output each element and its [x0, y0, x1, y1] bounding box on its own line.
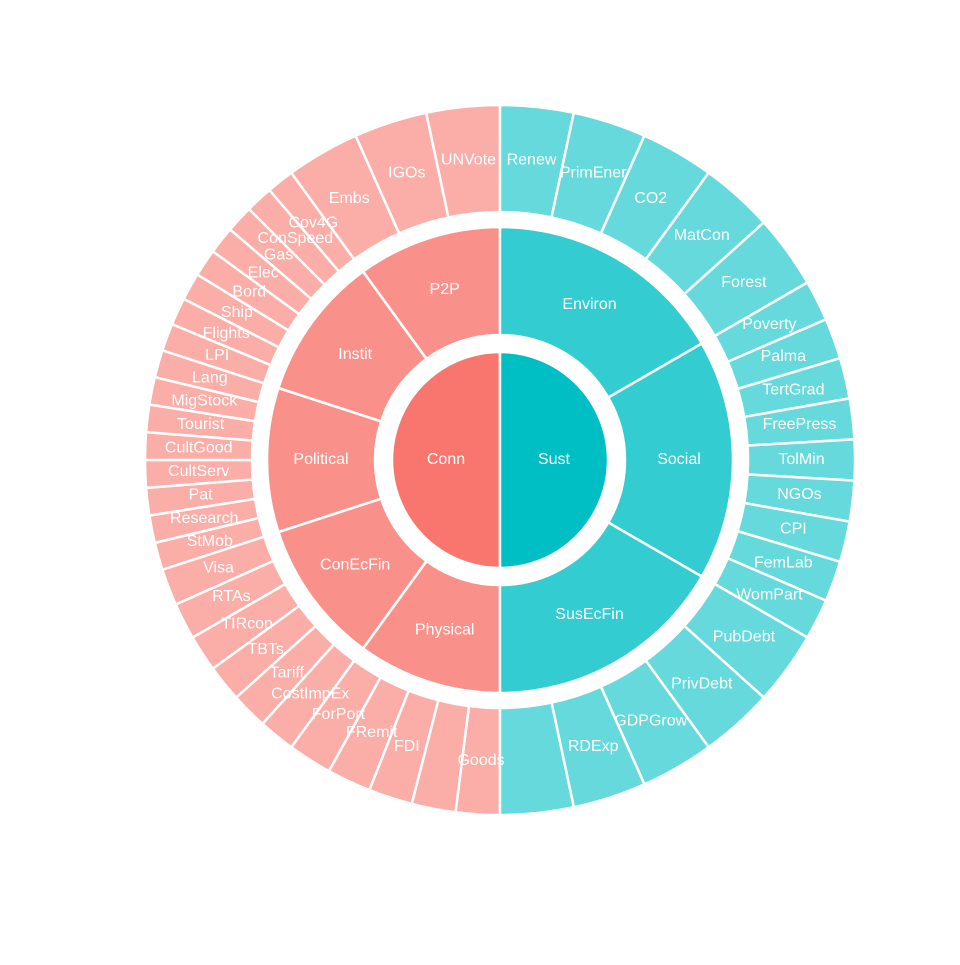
leaf-label: MigStock [171, 392, 238, 409]
leaf-label: ConSpeed [258, 230, 334, 247]
leaf-label: Visa [203, 559, 234, 576]
group-segment [606, 341, 735, 579]
leaf-segment [498, 701, 576, 817]
leaf-label: TIRcon [221, 615, 273, 632]
leaf-label: Pat [189, 487, 214, 504]
leaf-label: TolMin [778, 451, 824, 468]
group-label: SusEcFin [555, 606, 623, 623]
group-segment [498, 520, 704, 695]
group-label: ConEcFin [320, 556, 390, 573]
group-label: P2P [430, 281, 460, 298]
leaf-label: Elec [248, 265, 279, 282]
segments [143, 103, 857, 817]
leaf-label: FreePress [763, 416, 837, 433]
leaf-label: StMob [187, 533, 233, 550]
group-segment [498, 225, 704, 400]
leaf-label: Cov4G [288, 214, 338, 231]
leaf-label: Lang [192, 369, 228, 386]
leaf-label: Research [170, 510, 238, 527]
leaf-label: CostImpEx [271, 686, 349, 703]
root-segment [498, 350, 610, 570]
leaf-label: WomPart [736, 587, 803, 604]
root-label: Conn [427, 451, 465, 468]
group-label: Environ [562, 296, 616, 313]
leaf-label: UNVote [441, 151, 496, 168]
leaf-label: Ship [221, 304, 253, 321]
leaf-label: Bord [232, 284, 266, 301]
leaf-label: RTAs [212, 588, 251, 605]
root-label: Sust [538, 451, 571, 468]
leaf-label: Tariff [270, 664, 305, 681]
leaf-label: FRemit [346, 724, 398, 741]
leaf-label: Renew [507, 151, 557, 168]
leaf-label: Palma [761, 348, 806, 365]
leaf-label: CultGood [165, 439, 233, 456]
leaf-label: Tourist [177, 416, 225, 433]
leaf-label: Goods [457, 752, 504, 769]
leaf-label: Embs [329, 190, 370, 207]
leaf-label: IGOs [388, 164, 425, 181]
leaf-label: TBTs [247, 641, 283, 658]
group-label: Political [293, 451, 348, 468]
leaf-label: NGOs [777, 486, 821, 503]
leaf-label: FemLab [754, 554, 813, 571]
leaf-label: CO2 [634, 190, 667, 207]
leaf-label: GDPGrow [614, 712, 687, 729]
root-segment [390, 350, 502, 570]
leaf-label: CultServ [168, 463, 229, 480]
leaf-label: TertGrad [762, 382, 824, 399]
leaf-label: LPI [205, 347, 229, 364]
leaf-label: ForPort [312, 706, 366, 723]
leaf-label: PrimEner [560, 164, 627, 181]
leaf-label: Gas [264, 247, 293, 264]
leaf-label: Flights [203, 325, 250, 342]
leaf-label: CPI [780, 521, 807, 538]
leaf-label: PubDebt [713, 628, 776, 645]
group-label: Physical [415, 621, 475, 638]
leaf-label: PrivDebt [671, 675, 733, 692]
leaf-label: MatCon [674, 227, 730, 244]
group-label: Social [657, 451, 701, 468]
leaf-label: RDExp [568, 738, 619, 755]
leaf-label: FDI [394, 738, 420, 755]
leaf-label: Forest [721, 274, 767, 291]
leaf-label: Poverty [742, 316, 796, 333]
group-label: Instit [338, 346, 372, 363]
